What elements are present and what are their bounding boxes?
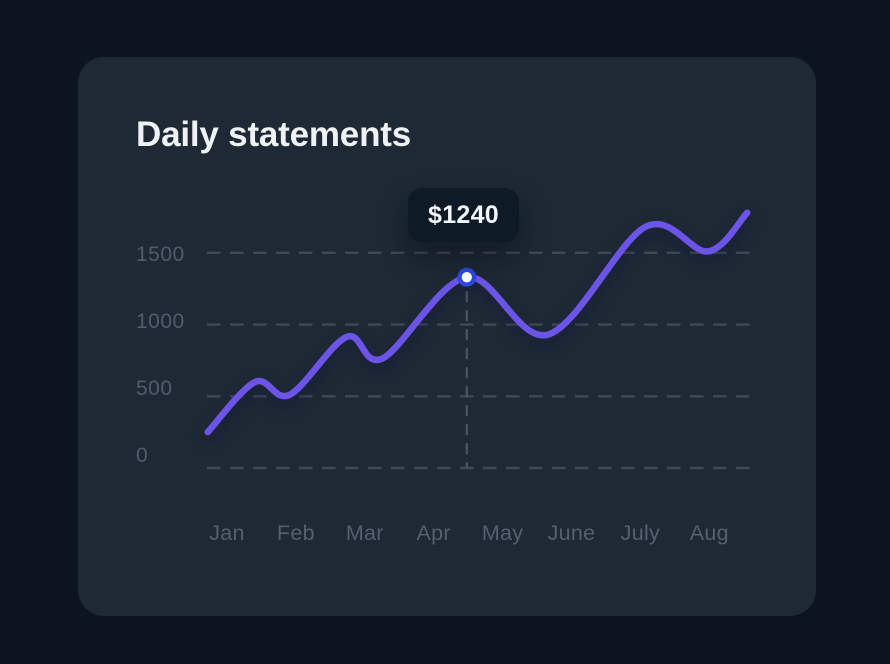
card-title: Daily statements (136, 115, 411, 154)
x-axis-label-july: July (620, 521, 661, 545)
line-chart[interactable] (78, 57, 816, 616)
y-tick-label-500: 500 (136, 377, 173, 400)
daily-statements-card: Daily statements 1500 1000 500 0 Jan Feb Mar A… (78, 57, 816, 616)
data-point-marker[interactable] (457, 267, 477, 287)
x-axis-label-mar: Mar (345, 521, 384, 545)
x-axis-label-apr: Apr (416, 521, 451, 545)
value-tooltip: $1240 (408, 188, 519, 242)
tooltip-value: $1240 (427, 200, 500, 229)
x-axis-label-aug: Aug (689, 521, 729, 545)
series-line (204, 209, 751, 436)
x-axis-label-feb: Feb (276, 521, 315, 545)
x-axis-label-june: June (547, 521, 596, 545)
y-tick-label-1500: 1500 (136, 243, 185, 266)
x-axis-label-jan: Jan (209, 521, 245, 545)
y-tick-label-1000: 1000 (136, 310, 185, 333)
x-axis-label-may: May (481, 521, 524, 545)
y-tick-label-0: 0 (136, 444, 149, 467)
